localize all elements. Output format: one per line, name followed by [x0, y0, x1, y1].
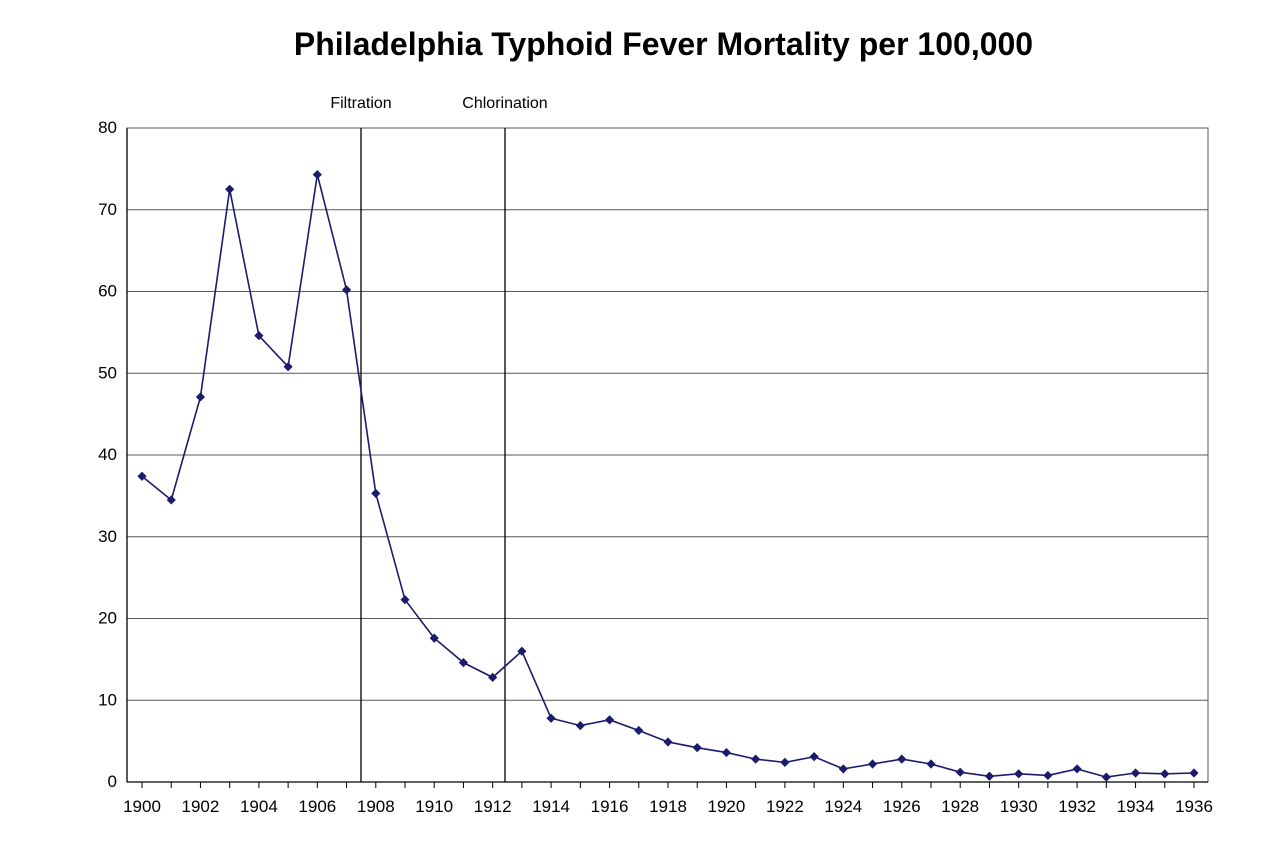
svg-text:1920: 1920 [708, 797, 746, 816]
svg-text:1922: 1922 [766, 797, 804, 816]
svg-text:1904: 1904 [240, 797, 278, 816]
svg-text:80: 80 [98, 118, 117, 137]
svg-text:1900: 1900 [123, 797, 161, 816]
svg-text:1936: 1936 [1175, 797, 1213, 816]
svg-text:1924: 1924 [824, 797, 862, 816]
svg-text:1902: 1902 [182, 797, 220, 816]
svg-text:0: 0 [108, 772, 117, 791]
svg-text:1928: 1928 [941, 797, 979, 816]
svg-text:1908: 1908 [357, 797, 395, 816]
svg-text:1930: 1930 [1000, 797, 1038, 816]
svg-text:Filtration: Filtration [330, 95, 391, 112]
svg-text:50: 50 [98, 363, 117, 382]
svg-text:Chlorination: Chlorination [462, 95, 547, 112]
svg-text:40: 40 [98, 445, 117, 464]
svg-text:1916: 1916 [591, 797, 629, 816]
svg-text:30: 30 [98, 527, 117, 546]
svg-text:10: 10 [98, 690, 117, 709]
svg-text:1910: 1910 [415, 797, 453, 816]
svg-text:1926: 1926 [883, 797, 921, 816]
svg-text:1934: 1934 [1117, 797, 1155, 816]
svg-text:1914: 1914 [532, 797, 570, 816]
svg-text:1906: 1906 [298, 797, 336, 816]
svg-text:60: 60 [98, 282, 117, 301]
svg-text:20: 20 [98, 609, 117, 628]
svg-text:1912: 1912 [474, 797, 512, 816]
svg-text:1918: 1918 [649, 797, 687, 816]
svg-text:70: 70 [98, 200, 117, 219]
svg-text:1932: 1932 [1058, 797, 1096, 816]
